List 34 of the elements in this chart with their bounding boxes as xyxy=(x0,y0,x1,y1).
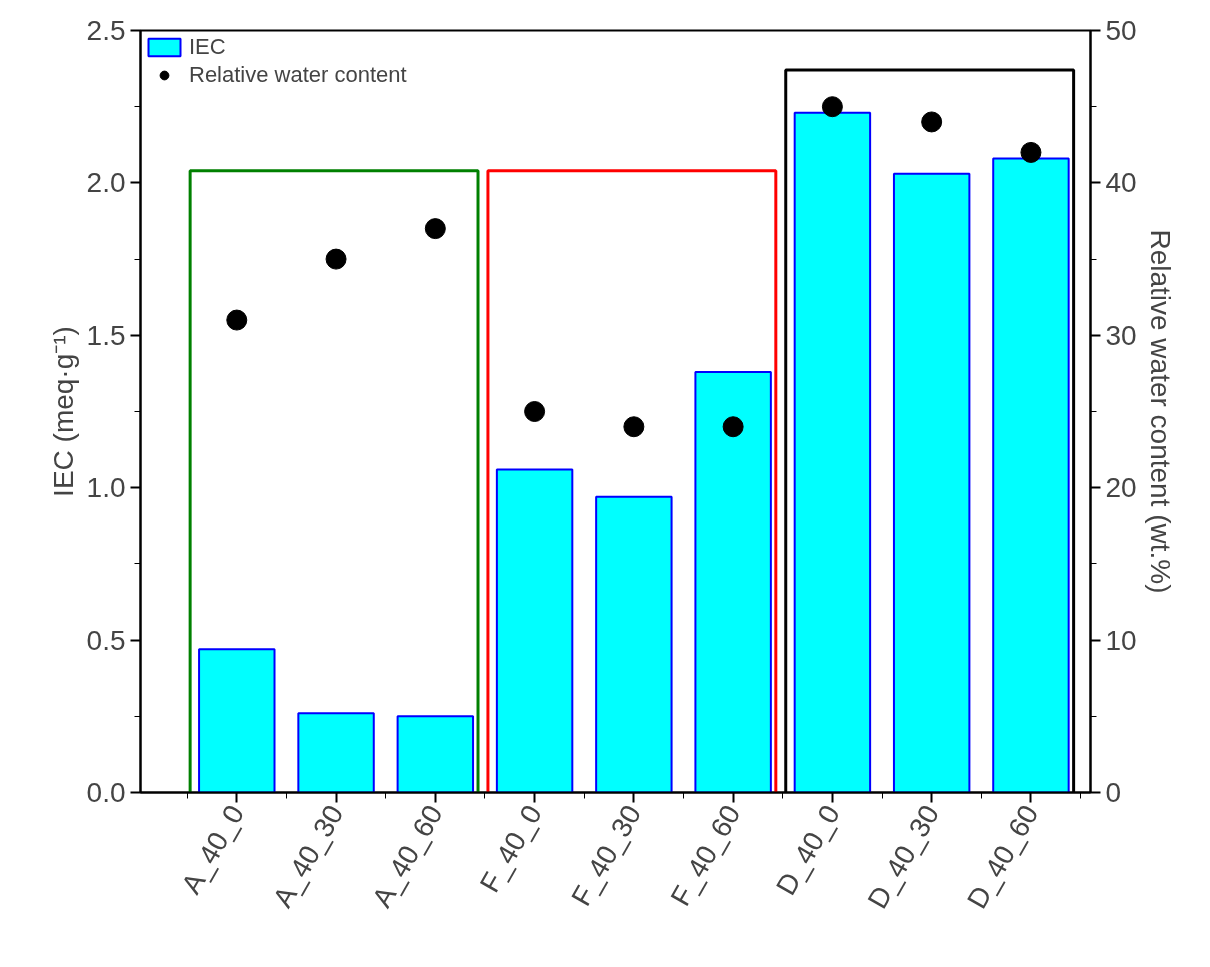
y-tick-label: 1.5 xyxy=(86,319,126,351)
y2-tick-label: 10 xyxy=(1105,624,1137,656)
y2-tick-label: 0 xyxy=(1105,777,1122,808)
bar xyxy=(892,172,971,793)
bar xyxy=(595,495,673,793)
y-axis-title: IEC (meq·g⁻¹) xyxy=(47,326,79,497)
bar xyxy=(297,712,375,793)
y-tick-label: 1.0 xyxy=(86,472,126,504)
y-tick-label: 2.5 xyxy=(86,15,126,46)
point xyxy=(722,416,744,438)
bar xyxy=(793,111,872,793)
bar xyxy=(495,468,574,793)
y-tick-label: 0.0 xyxy=(86,777,126,808)
point xyxy=(424,218,446,240)
y-tick-label: 2.0 xyxy=(86,167,126,199)
point xyxy=(1020,141,1042,163)
legend-label: Relative water content xyxy=(189,62,407,88)
point xyxy=(623,416,645,438)
y2-tick-label: 40 xyxy=(1105,167,1137,199)
y-tick-label: 0.5 xyxy=(86,624,126,656)
point xyxy=(226,309,248,331)
point xyxy=(524,401,546,422)
point xyxy=(325,248,347,270)
y2-tick-label: 50 xyxy=(1105,15,1137,46)
legend-label: IEC xyxy=(189,34,226,60)
bar xyxy=(992,157,1070,793)
bar xyxy=(198,648,276,793)
bar xyxy=(694,370,772,793)
point xyxy=(921,111,943,133)
y2-tick-label: 30 xyxy=(1105,319,1137,351)
y2-axis-title: Relative water content (wt.%) xyxy=(1144,229,1176,594)
bar xyxy=(396,715,475,793)
point xyxy=(821,96,843,118)
y2-tick-label: 20 xyxy=(1105,472,1137,504)
